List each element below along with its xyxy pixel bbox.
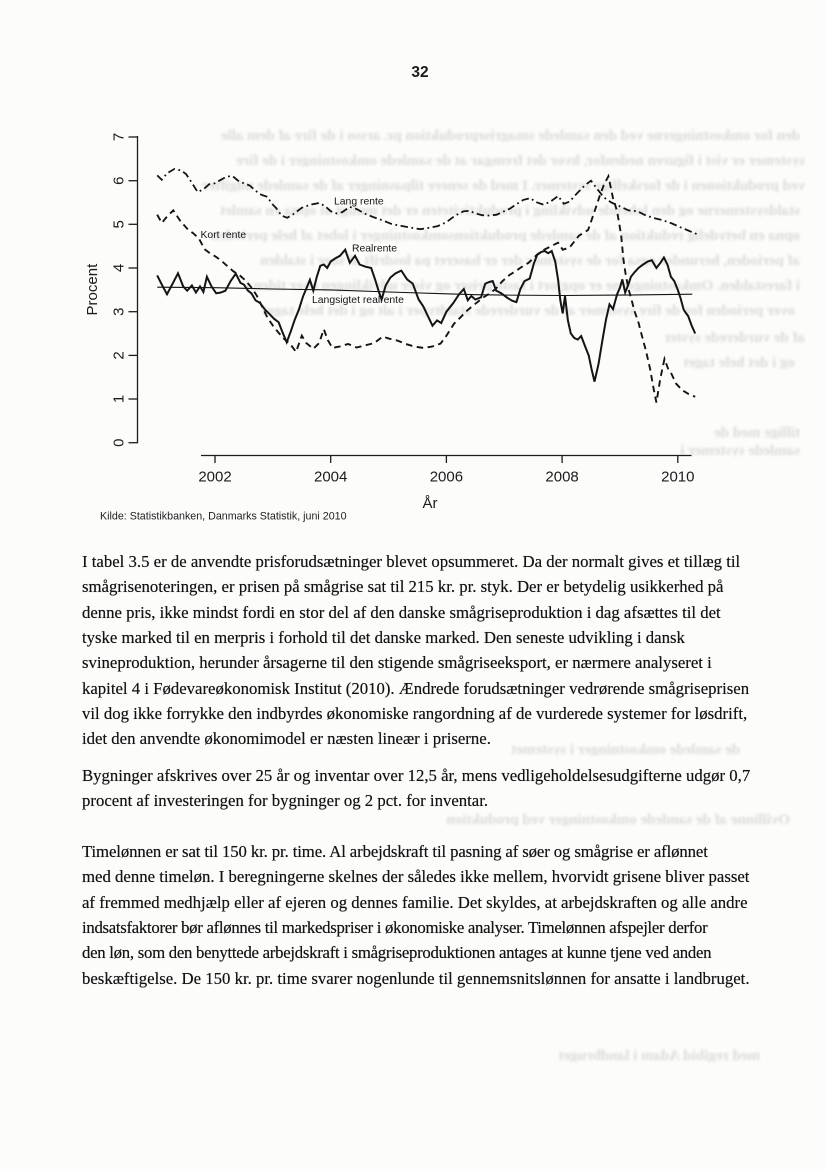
svg-text:Kilde: Statistikbanken, Danmar: Kilde: Statistikbanken, Danmarks Statist…: [100, 511, 347, 523]
svg-text:2: 2: [111, 351, 128, 359]
svg-text:4: 4: [111, 264, 128, 272]
svg-text:Realrente: Realrente: [352, 244, 397, 255]
svg-text:2002: 2002: [198, 469, 231, 486]
svg-text:Kort rente: Kort rente: [201, 230, 247, 241]
svg-text:Lang rente: Lang rente: [334, 197, 384, 208]
svg-text:Procent: Procent: [84, 263, 101, 316]
svg-text:6: 6: [111, 177, 128, 185]
svg-text:3: 3: [111, 308, 128, 316]
svg-text:5: 5: [111, 220, 128, 228]
svg-text:0: 0: [111, 439, 128, 447]
svg-text:2006: 2006: [430, 469, 463, 486]
svg-text:År: År: [423, 495, 438, 512]
svg-text:2010: 2010: [661, 469, 694, 486]
svg-text:2004: 2004: [314, 469, 347, 486]
svg-text:2008: 2008: [545, 469, 578, 486]
svg-text:1: 1: [111, 395, 128, 403]
svg-text:7: 7: [111, 133, 128, 141]
svg-text:Langsigtet realrente: Langsigtet realrente: [312, 295, 404, 306]
